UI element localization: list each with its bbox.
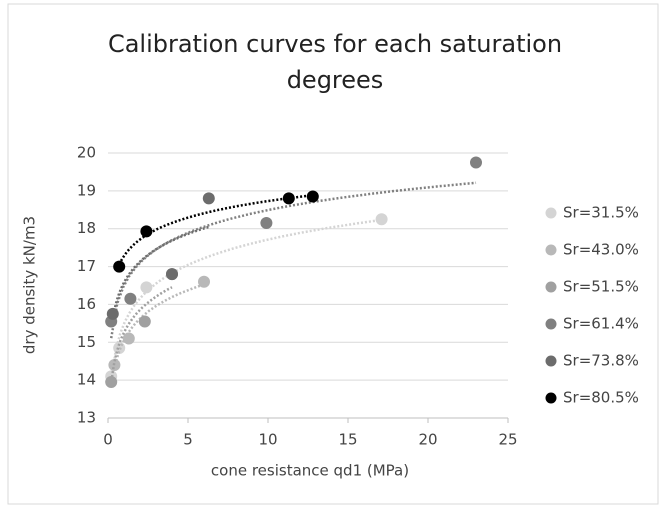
point — [113, 260, 126, 273]
x-axis-label: cone resistance qd1 (MPa) — [211, 462, 409, 480]
point — [306, 190, 319, 203]
x-tick-label: 25 — [498, 431, 517, 449]
y-tick-label: 16 — [77, 295, 96, 313]
legend-label: Sr=51.5% — [563, 278, 639, 296]
trendline — [111, 225, 210, 320]
point — [138, 315, 151, 328]
point — [198, 275, 210, 288]
x-tick-label: 0 — [103, 431, 113, 449]
legend-marker — [545, 281, 557, 293]
trendline — [113, 283, 205, 369]
legend-marker — [545, 355, 557, 367]
legend-label: Sr=31.5% — [563, 204, 639, 222]
y-tick-label: 13 — [77, 409, 96, 427]
y-axis-label: dry density kN/m3 — [21, 216, 39, 354]
y-tick-label: 18 — [77, 219, 96, 237]
trendline — [109, 218, 382, 383]
point — [166, 268, 178, 281]
point — [375, 213, 388, 226]
point — [106, 307, 119, 320]
point — [470, 156, 482, 169]
point — [282, 192, 295, 205]
y-tick-label: 20 — [77, 144, 96, 162]
chart-border — [7, 3, 659, 505]
y-tick-label: 14 — [77, 371, 96, 389]
legend-label: Sr=73.8% — [563, 352, 639, 370]
x-tick-label: 20 — [418, 431, 437, 449]
point — [124, 292, 137, 305]
x-tick-label: 15 — [338, 431, 357, 449]
y-tick-label: 17 — [77, 257, 96, 275]
point — [122, 332, 135, 345]
point — [260, 217, 273, 230]
point — [140, 281, 153, 294]
x-tick-label: 10 — [258, 431, 277, 449]
legend-label: Sr=80.5% — [563, 389, 639, 407]
trendline — [109, 286, 173, 386]
point — [140, 225, 153, 238]
chart-title: Calibration curves for each saturation d… — [107, 30, 563, 94]
y-tick-label: 15 — [77, 333, 96, 351]
legend-marker — [545, 244, 557, 256]
y-tick-label: 19 — [77, 181, 96, 199]
point — [202, 192, 215, 205]
legend-marker — [545, 207, 557, 219]
legend-marker — [545, 318, 557, 330]
x-tick-label: 5 — [183, 431, 193, 449]
legend-label: Sr=43.0% — [563, 241, 639, 259]
legend-marker — [545, 392, 557, 404]
point — [105, 376, 118, 389]
trendline — [109, 181, 477, 339]
legend-label: Sr=61.4% — [563, 315, 639, 333]
trendline — [118, 193, 313, 265]
